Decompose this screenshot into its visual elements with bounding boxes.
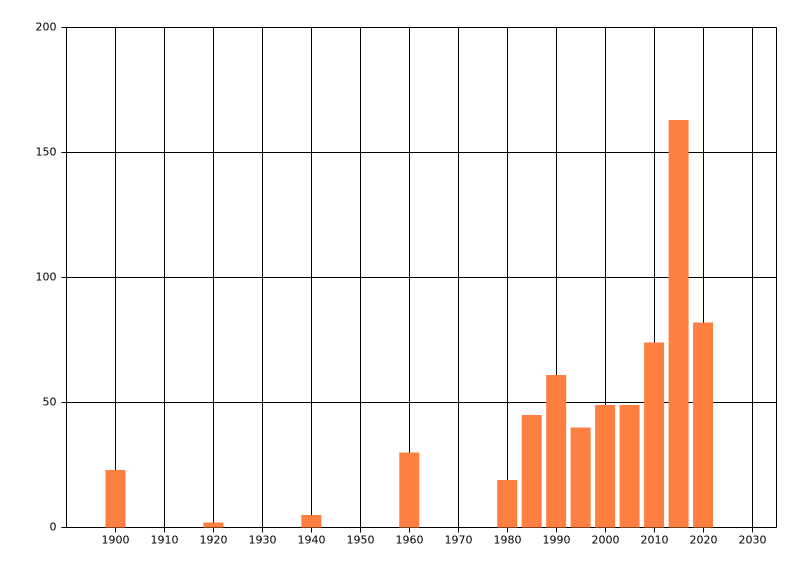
x-tick-label: 1960 [396,534,424,547]
x-tick-label: 1940 [298,534,326,547]
x-tick-label: 1990 [543,534,571,547]
x-tick-label: 1970 [445,534,473,547]
x-tick-label: 1920 [200,534,228,547]
x-tick-label: 1950 [347,534,375,547]
bar [693,322,714,528]
bar [497,480,518,528]
y-tick-label: 200 [36,21,57,34]
x-tick-label: 1930 [249,534,277,547]
x-tick-label: 1980 [494,534,522,547]
bar [105,470,126,528]
bar [644,342,665,528]
bar [301,515,322,528]
y-tick-label: 150 [36,146,57,159]
bar [570,427,591,528]
y-tick-label: 0 [50,521,57,534]
y-tick-label: 50 [43,396,57,409]
bar [619,405,640,528]
x-tick-label: 2030 [739,534,767,547]
bar [546,375,567,528]
bar [203,522,224,528]
bar [399,452,420,528]
y-tick-label: 100 [36,271,57,284]
x-tick-label: 2020 [690,534,718,547]
x-tick-label: 2000 [592,534,620,547]
x-tick-label: 1900 [102,534,130,547]
bar [521,415,542,528]
x-tick-label: 1910 [151,534,179,547]
bar [595,405,616,528]
x-tick-label: 2010 [641,534,669,547]
bar [668,120,689,528]
